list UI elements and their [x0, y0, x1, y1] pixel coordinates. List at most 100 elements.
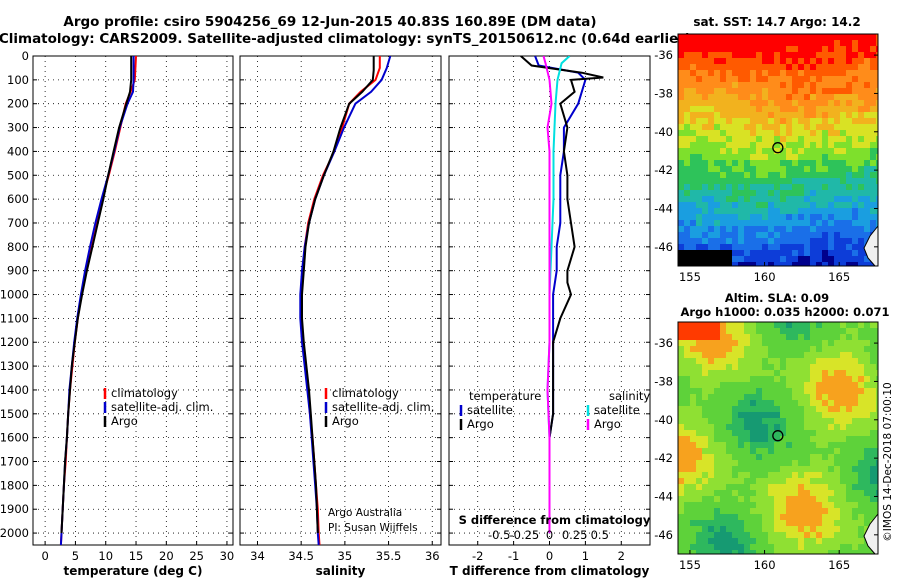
x2-tick-label: -0.25	[509, 528, 539, 542]
x-tick-label: 34.5	[288, 549, 314, 563]
map-x-tick-label: 155	[679, 558, 701, 572]
argo-location-marker	[772, 430, 784, 442]
series-line-argo	[60, 56, 133, 534]
legend-label: satellite-adj. clim.	[111, 400, 213, 414]
x2-tick-label: 0.5	[591, 528, 609, 542]
map-y-tick-label: -40	[654, 413, 673, 427]
sst-map-title: sat. SST: 14.7 Argo: 14.2	[693, 15, 860, 29]
credit-agency: Argo Australia	[328, 507, 402, 519]
depth-tick-label: 1000	[0, 288, 29, 302]
legend-label: satellite	[594, 403, 640, 417]
legend-label: Argo	[467, 417, 494, 431]
x-tick-label: 2	[618, 549, 625, 563]
legend-label: Argo	[594, 417, 621, 431]
map-y-tick-label: -40	[654, 125, 673, 139]
sla-map: 155 160 165 -36 -38 -40 -42 -44 -46	[654, 321, 879, 572]
map-x-tick-label: 165	[828, 270, 850, 284]
legend-label: climatology	[111, 386, 178, 400]
x-tick-label: 0	[546, 549, 553, 563]
map-y-tick-label: -38	[654, 374, 673, 388]
depth-axis: 0 100 200 300 400 500 600 700 800 900 1000 1100 1200…	[0, 49, 29, 540]
map-x-tick-label: 165	[828, 558, 850, 572]
depth-tick-label: 1900	[0, 502, 29, 516]
depth-tick-label: 800	[7, 240, 29, 254]
x2-tick-label: 0	[546, 528, 553, 542]
depth-tick-label: 400	[7, 144, 29, 158]
depth-tick-label: 200	[7, 97, 29, 111]
depth-tick-label: 500	[7, 168, 29, 182]
depth-tick-label: 1300	[0, 359, 29, 373]
depth-tick-label: 900	[7, 264, 29, 278]
legend-label: Argo	[111, 414, 138, 428]
map-y-tick-label: -38	[654, 86, 673, 100]
x-tick-label: 5	[72, 549, 79, 563]
x-tick-label: 20	[159, 549, 174, 563]
map-y-tick-label: -42	[654, 451, 673, 465]
sla-map-title2: Argo h1000: 0.035 h2000: 0.071	[680, 305, 889, 319]
x-tick-label: 10	[98, 549, 113, 563]
legend-label: satellite-adj. clim.	[332, 400, 434, 414]
map-y-tick-label: -46	[654, 240, 673, 254]
map-y-tick-label: -46	[654, 528, 673, 542]
map-x-tick-label: 160	[754, 558, 776, 572]
x-axis-label: temperature (deg C)	[64, 564, 203, 578]
temperature-panel: 0 5 10 15 20 25 30 temperature (deg C) climatolo…	[32, 55, 235, 578]
series-line-argo	[542, 56, 553, 534]
map-y-tick-label: -36	[654, 336, 673, 350]
map-x-tick-label: 160	[754, 270, 776, 284]
depth-tick-label: 1400	[0, 383, 29, 397]
depth-tick-label: 1100	[0, 311, 29, 325]
depth-tick-label: 1200	[0, 335, 29, 349]
series-line-argo	[301, 56, 375, 534]
legend-label: climatology	[332, 386, 399, 400]
plot-frame	[32, 55, 234, 546]
x2-axis-label: S difference from climatology	[459, 513, 651, 527]
depth-tick-label: 100	[7, 73, 29, 87]
x-tick-label: -2	[472, 549, 483, 563]
x2-tick-label: -0.5	[488, 528, 510, 542]
map-y-tick-label: -44	[654, 201, 673, 215]
x-axis-label: salinity	[316, 564, 366, 578]
sst-color-field	[678, 34, 878, 266]
x2-tick-label: 0.25	[562, 528, 588, 542]
map-frame	[677, 33, 879, 267]
depth-tick-label: 1800	[0, 478, 29, 492]
x-tick-label: 1	[582, 549, 589, 563]
map-frame	[677, 321, 879, 555]
header-line1: Argo profile: csiro 5904256_69 12-Jun-20…	[63, 14, 596, 30]
depth-tick-label: 600	[7, 192, 29, 206]
difference-panel: -2 -1 0 1 2T difference from climatology temp…	[448, 55, 651, 578]
sst-map: 155 160 165 -36 -38 -40 -42 -44 -46	[654, 33, 879, 284]
imos-stamp: ©IMOS 14-Dec-2018 07:00:10	[882, 382, 894, 541]
depth-tick-label: 700	[7, 216, 29, 230]
depth-tick-label: 1700	[0, 455, 29, 469]
depth-tick-label: 0	[22, 49, 29, 63]
x-tick-label: 0	[41, 549, 48, 563]
x-tick-label: 36	[425, 549, 440, 563]
depth-tick-label: 1600	[0, 431, 29, 445]
legend-title-temperature: temperature	[469, 389, 541, 403]
salinity-panel: 34 34.5 35 35.5 36 salinity climatologysatelli…	[239, 55, 442, 578]
credit-pi: PI: Susan Wijffels	[328, 522, 418, 534]
x-tick-label: 25	[189, 549, 204, 563]
sla-color-field	[678, 322, 878, 554]
legend-label: satellite	[467, 403, 513, 417]
legend-label: Argo	[332, 414, 359, 428]
x-tick-label: 34	[250, 549, 265, 563]
legend-title-salinity: salinity	[609, 389, 650, 403]
sla-map-title1: Altim. SLA: 0.09	[725, 291, 829, 305]
map-y-tick-label: -36	[654, 48, 673, 62]
x-tick-label: -1	[508, 549, 519, 563]
argo-location-marker	[772, 142, 784, 154]
x-tick-label: 35.5	[376, 549, 402, 563]
map-y-tick-label: -44	[654, 489, 673, 503]
header-line2: Climatology: CARS2009. Satellite-adjuste…	[0, 31, 691, 47]
x-tick-label: 30	[220, 549, 235, 563]
map-y-tick-label: -42	[654, 163, 673, 177]
x-tick-label: 15	[129, 549, 144, 563]
x-axis-label: T difference from climatology	[450, 564, 650, 578]
depth-tick-label: 1500	[0, 407, 29, 421]
depth-tick-label: 2000	[0, 526, 29, 540]
map-x-tick-label: 155	[679, 270, 701, 284]
